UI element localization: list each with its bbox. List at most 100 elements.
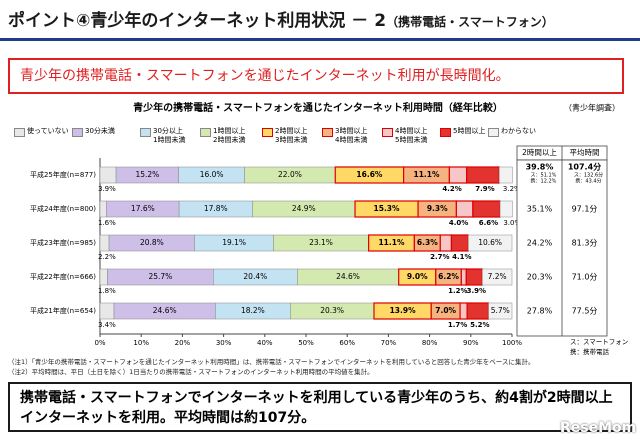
chart-title: 青少年の携帯電話・スマートフォンを通じたインターネット利用時間（経年比較） (133, 101, 503, 114)
x-tick-label: 20% (175, 339, 191, 347)
legend-label: わからない (501, 127, 536, 135)
y-tick-label: 平成21年度(n=654) (30, 306, 96, 315)
bar-segment (99, 200, 107, 218)
title-rule (0, 38, 640, 41)
value-label: 16.6% (356, 170, 383, 179)
value-label: 4.2% (442, 185, 461, 193)
y-tick-label: 平成25年度(n=877) (30, 170, 96, 179)
value-label: 6.6% (479, 219, 498, 227)
legend-label: 2時間以上 3時間未満 (275, 127, 308, 144)
bar-segment (460, 268, 467, 286)
legend-label: 30分未満 (85, 127, 115, 135)
bar-segment (472, 200, 501, 218)
conclusion: 携帯電話・スマートフォンでインターネットを利用している青少年のうち、約4割が2時… (8, 382, 632, 432)
bar-segment (466, 166, 500, 184)
value-label: 16.0% (200, 170, 224, 179)
legend-item: 使っていない (14, 127, 69, 137)
value-label: 4.1% (452, 253, 471, 261)
summary-cell: 24.2% (527, 239, 553, 248)
bar-segment (99, 166, 117, 184)
value-label: 3.0% (503, 219, 521, 227)
legend-label: 4時間以上 5時間未満 (395, 127, 428, 144)
x-tick-label: 60% (339, 339, 355, 347)
legend-item: 2時間以上 3時間未満 (262, 127, 307, 145)
x-tick-label: 40% (257, 339, 273, 347)
value-label: 6.2% (438, 272, 459, 281)
slide-title: ポイント④青少年のインターネット利用状況 － 2 (8, 11, 387, 31)
value-label: 7.2% (488, 272, 507, 281)
legend-item: 3時間以上 4時間未満 (322, 127, 367, 145)
notes: （注1）「青少年の携帯電話・スマートフォンを通じたインターネット利用時間」は、携… (8, 357, 534, 377)
legend-swatch (262, 128, 273, 137)
value-label: 1.2% (448, 287, 467, 295)
y-tick-label: 平成24年度(n=800) (30, 204, 96, 213)
bar-segment (450, 234, 469, 252)
bar-segment (99, 268, 108, 286)
value-label: 17.8% (204, 204, 228, 213)
value-label: 4.0% (449, 219, 468, 227)
bar-segment (466, 302, 490, 320)
value-label: 5.7% (491, 306, 510, 315)
summary-cell: 77.5分 (572, 307, 598, 316)
value-label: 1.8% (98, 287, 116, 295)
value-label: 17.6% (131, 204, 155, 213)
legend-swatch (72, 128, 83, 137)
value-label: 5.2% (470, 321, 489, 329)
note: （注2）平均時間は、平日（土日を除く）1日当たりの携帯電話・スマートフォンのイン… (8, 368, 374, 376)
bar-segment (448, 166, 468, 184)
chart-source: （青少年調査） (564, 103, 620, 113)
bar-segment (468, 234, 513, 252)
bar-segment (498, 166, 513, 184)
slide-title-wrap: ポイント④青少年のインターネット利用状況 － 2（携帯電話・スマートフォン） (8, 6, 554, 31)
value-label: 13.9% (390, 306, 417, 315)
value-label: 9.3% (427, 204, 448, 213)
value-label: 11.1% (413, 170, 440, 179)
summary-cell: 27.8% (527, 307, 553, 316)
logo: ReseMom (560, 420, 637, 436)
summary-column: 平均時間 (570, 147, 600, 157)
value-label: 15.2% (135, 170, 159, 179)
value-label: 24.6% (153, 306, 177, 315)
legend-swatch (140, 128, 151, 137)
value-label: 11.1% (378, 238, 405, 247)
legend-swatch (382, 128, 393, 137)
headline: 青少年の携帯電話・スマートフォンを通じたインターネット利用が長時間化。 (8, 58, 624, 94)
value-label: 7.9% (475, 185, 494, 193)
value-label: 20.3% (320, 306, 344, 315)
value-label: 7.0% (435, 306, 456, 315)
value-label: 20.8% (140, 238, 164, 247)
legend-swatch (488, 128, 499, 137)
legend-item: 30分未満 (72, 127, 115, 137)
summary-cell: 71.0分 (572, 273, 598, 282)
x-tick-label: 70% (381, 339, 397, 347)
x-tick-label: 90% (463, 339, 479, 347)
legend-item: 5時間以上 (440, 127, 485, 137)
value-label: 20.4% (243, 272, 267, 281)
value-label: 19.1% (222, 238, 246, 247)
y-tick-label: 平成23年度(n=985) (30, 238, 96, 247)
legend-swatch (200, 128, 211, 137)
summary-cell: 97.1分 (572, 205, 598, 214)
legend-item: わからない (488, 127, 536, 137)
summary-cell: 35.1% (527, 205, 553, 214)
x-tick-label: 50% (298, 339, 314, 347)
summary-cell: 39.8% (526, 163, 554, 172)
value-label: 24.9% (292, 204, 316, 213)
bar-segment (499, 200, 513, 218)
x-tick-label: 30% (216, 339, 232, 347)
legend-item: 30分以上 1時間未満 (140, 127, 185, 145)
summary-detail: 携：12.2% (531, 178, 557, 185)
summary-detail: ス：51.1% (531, 173, 557, 179)
bar-segment (488, 302, 513, 320)
summary-detail: ス：132.6分 (574, 172, 603, 179)
legend-label: 1時間以上 2時間未満 (213, 127, 246, 144)
x-tick-label: 10% (133, 339, 149, 347)
legend-label: 30分以上 1時間未満 (153, 127, 186, 144)
legend-label: 5時間以上 (453, 127, 486, 135)
value-label: 3.9% (98, 185, 116, 193)
legend-item: 1時間以上 2時間未満 (200, 127, 245, 145)
legend-label: 使っていない (27, 127, 69, 135)
x-tick-label: 0% (94, 339, 105, 347)
x-tick-label: 80% (422, 339, 438, 347)
